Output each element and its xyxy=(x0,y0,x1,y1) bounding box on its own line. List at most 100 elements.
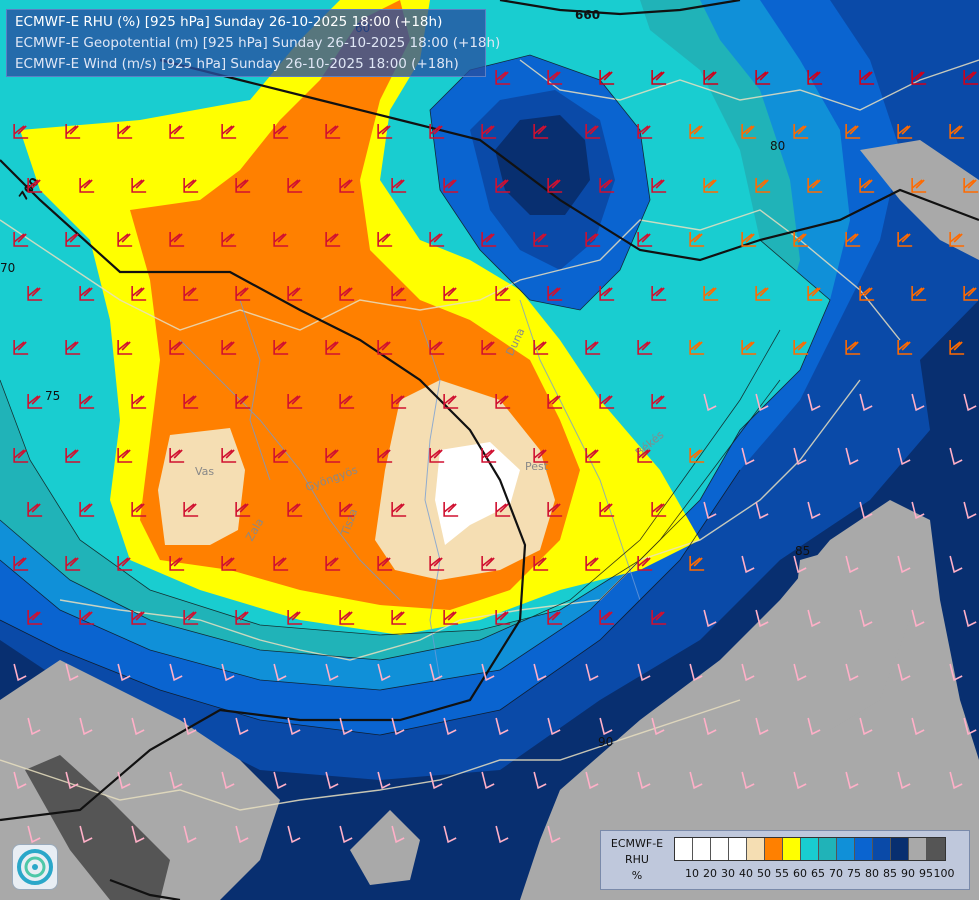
rhu-95-islet xyxy=(350,810,420,885)
wind-barb xyxy=(755,393,769,412)
wind-barb xyxy=(963,286,979,301)
wind-barb xyxy=(391,394,407,409)
wind-barb xyxy=(651,178,667,193)
wind-barb xyxy=(651,610,667,625)
rivers xyxy=(179,299,641,681)
wind-barb xyxy=(949,124,965,139)
wind-barb xyxy=(585,340,601,355)
wind-barb xyxy=(637,232,653,247)
wind-barb xyxy=(807,717,821,736)
wind-barb xyxy=(325,448,341,463)
legend-unit: % xyxy=(631,869,643,882)
wind-barb xyxy=(169,771,183,790)
wind-barb xyxy=(963,70,979,85)
wind-barb xyxy=(325,663,339,682)
wind-barb xyxy=(117,556,133,571)
wind-barb xyxy=(495,70,511,85)
place-label-pest: Pest xyxy=(525,460,549,473)
wind-barb xyxy=(117,340,133,355)
legend-panel: ECMWF-E RHU % 10 20 30 40 50 55 60 65 70 75 80 85 90… xyxy=(600,830,970,890)
wind-barb xyxy=(443,394,459,409)
wind-barb xyxy=(599,70,615,85)
wind-barb xyxy=(741,663,755,682)
wind-barb xyxy=(845,124,861,139)
legend-tick-label: 30 xyxy=(721,867,735,880)
wind-barb xyxy=(339,717,353,736)
wind-barbs xyxy=(13,70,979,844)
wind-barb xyxy=(755,717,769,736)
legend-tick-label: 100 xyxy=(933,867,955,880)
wind-barb xyxy=(79,394,95,409)
wind-barb xyxy=(807,393,821,412)
wind-barb xyxy=(547,178,563,193)
wind-barb xyxy=(547,394,563,409)
wind-barb xyxy=(859,717,873,736)
wind-barb xyxy=(741,124,757,139)
legend-tick-label: 20 xyxy=(703,867,717,880)
wind-barb xyxy=(533,771,547,790)
wind-barb xyxy=(221,448,237,463)
wind-barb xyxy=(235,178,251,193)
wind-barb xyxy=(911,178,927,193)
wind-barb xyxy=(845,555,859,574)
title-wind: ECMWF-E Wind (m/s) [925 hPa] Sunday 26-1… xyxy=(15,56,459,72)
wind-barb xyxy=(533,232,549,247)
wind-barb xyxy=(741,555,755,574)
wind-barb xyxy=(27,825,41,844)
wind-barb xyxy=(221,124,237,139)
wind-barb xyxy=(845,447,859,466)
wind-barb xyxy=(495,502,511,517)
wind-barb xyxy=(169,232,185,247)
wind-barb xyxy=(391,286,407,301)
wind-barb xyxy=(807,609,821,628)
wind-barb xyxy=(169,124,185,139)
wind-barb xyxy=(131,825,145,844)
wind-barb xyxy=(495,825,509,844)
wind-barb xyxy=(547,502,563,517)
wind-barb xyxy=(547,717,561,736)
title-geopotential: ECMWF-E Geopotential (m) [925 hPa] Sunda… xyxy=(15,35,501,51)
wind-barb xyxy=(533,340,549,355)
wind-barb xyxy=(741,771,755,790)
country-borders xyxy=(0,59,979,811)
wind-barb xyxy=(377,448,393,463)
wind-barb xyxy=(755,70,771,85)
legend-tick-label: 85 xyxy=(883,867,897,880)
wind-barb xyxy=(689,448,705,463)
wind-barb xyxy=(599,394,615,409)
legend-swatch xyxy=(819,838,837,860)
wind-barb xyxy=(897,340,913,355)
wind-barb xyxy=(859,178,875,193)
rhu-label-85: 85 xyxy=(795,544,810,558)
rhu-100-south-west xyxy=(25,755,170,900)
wind-barb xyxy=(585,232,601,247)
wind-barb xyxy=(273,340,289,355)
wind-barb xyxy=(221,663,235,682)
wind-barb xyxy=(481,556,497,571)
wind-barb xyxy=(65,663,79,682)
wind-barb xyxy=(273,232,289,247)
wind-barb xyxy=(325,232,341,247)
wind-barb xyxy=(585,448,601,463)
legend-tick-label: 65 xyxy=(811,867,825,880)
wind-barb xyxy=(339,394,355,409)
wind-barb xyxy=(651,717,665,736)
wind-barb xyxy=(911,609,925,628)
wind-barb xyxy=(79,717,93,736)
wind-barb xyxy=(807,501,821,520)
wind-barb xyxy=(377,771,391,790)
rhu-95-north-east xyxy=(860,140,979,260)
wind-barb xyxy=(183,825,197,844)
title-rhu: ECMWF-E RHU (%) [925 hPa] Sunday 26-10-2… xyxy=(15,14,443,30)
rhu-90-pocket xyxy=(495,115,590,215)
rhu-50-west xyxy=(158,428,245,545)
wind-barb xyxy=(793,232,809,247)
wind-barb xyxy=(897,555,911,574)
wind-barb xyxy=(481,448,497,463)
wind-barb xyxy=(183,394,199,409)
rhu-label-80: 80 xyxy=(770,139,785,153)
wind-barb xyxy=(443,825,457,844)
wind-barb xyxy=(65,124,81,139)
wind-barb xyxy=(79,178,95,193)
wind-barb xyxy=(13,124,29,139)
